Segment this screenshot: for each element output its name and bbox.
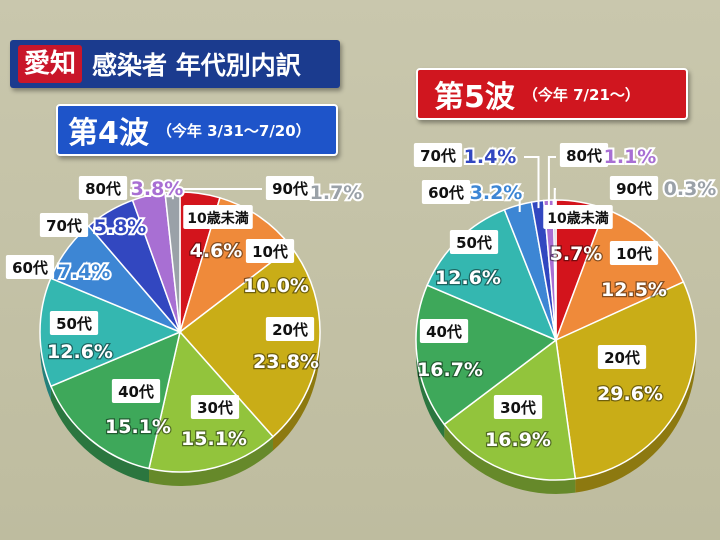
category-label: 60代 <box>12 259 48 277</box>
value-label: 16.9% <box>485 429 551 451</box>
category-label-box <box>493 395 543 419</box>
value-label: 0.3% <box>664 178 717 200</box>
value-label: 1.7% <box>310 182 363 204</box>
category-label: 50代 <box>56 315 92 333</box>
slice-side <box>40 332 51 401</box>
category-label-box <box>111 379 161 403</box>
value-label: 3.8% <box>131 178 184 200</box>
category-label: 90代 <box>272 180 308 198</box>
category-label: 40代 <box>118 383 154 401</box>
slice-side <box>575 340 696 493</box>
slice-side <box>272 332 320 451</box>
category-label: 10歳未満 <box>187 210 248 227</box>
leader-line <box>547 156 556 208</box>
category-label-box <box>609 176 659 200</box>
pie-chart-wave4: 10歳未満 4.6% 10代 10.0% 20代 23.8% 30代 15.1% 40代 15.1… <box>5 176 364 486</box>
category-label-box <box>421 180 471 204</box>
category-label-box <box>39 213 89 237</box>
value-label: 15.1% <box>181 428 247 450</box>
category-label: 10代 <box>252 243 288 261</box>
category-label: 50代 <box>456 234 492 252</box>
value-label: 5.7% <box>550 243 603 265</box>
category-label-box <box>559 143 609 167</box>
value-label: 10.0% <box>243 275 309 297</box>
value-label: 5.8% <box>94 216 147 238</box>
main-title: 感染者 年代別内訳 <box>92 51 301 80</box>
prefecture-badge: 愛知 <box>18 45 83 83</box>
category-label: 20代 <box>272 321 308 339</box>
leader-line <box>553 188 556 208</box>
category-label-box <box>419 319 469 343</box>
value-label: 12.6% <box>47 341 113 363</box>
slice-side <box>50 386 150 483</box>
wave5-title: 第5波 <box>434 80 515 115</box>
pie-slice-2 <box>178 245 321 438</box>
wave5-period: （今年 7/21〜） <box>522 85 640 104</box>
category-label: 10代 <box>616 245 652 263</box>
slice-side <box>149 436 273 486</box>
category-label: 80代 <box>566 147 602 165</box>
category-label-box <box>543 205 613 229</box>
value-label: 1.1% <box>604 146 657 168</box>
category-label-box <box>265 317 315 341</box>
category-label: 80代 <box>85 180 121 198</box>
category-label-box <box>5 255 55 279</box>
category-label-box <box>413 143 463 167</box>
category-label: 10歳未満 <box>547 210 608 227</box>
value-label: 4.6% <box>190 240 243 262</box>
category-label: 60代 <box>428 184 464 202</box>
leader-line <box>518 192 524 213</box>
category-label: 70代 <box>46 217 82 235</box>
category-label-box <box>49 311 99 335</box>
value-label: 29.6% <box>597 383 663 405</box>
category-label-box <box>190 395 240 419</box>
slice-side <box>444 424 576 494</box>
category-label-box <box>609 241 659 265</box>
category-label: 30代 <box>500 399 536 417</box>
value-label: 12.5% <box>601 279 667 301</box>
category-label-box <box>597 345 647 369</box>
category-label-box <box>245 239 295 263</box>
value-label: 12.6% <box>435 267 501 289</box>
category-label: 30代 <box>197 399 233 417</box>
category-label: 90代 <box>616 180 652 198</box>
leader-line <box>171 188 262 200</box>
value-label: 15.1% <box>105 416 171 438</box>
wave4-period: （今年 3/31〜7/20） <box>156 121 311 140</box>
leader-line <box>524 156 540 209</box>
category-label-box <box>78 176 128 200</box>
value-label: 16.7% <box>417 359 483 381</box>
pie-slice-5 <box>39 277 182 388</box>
category-label-box <box>183 205 253 229</box>
category-label: 40代 <box>426 323 462 341</box>
slice-side <box>416 340 445 439</box>
category-label: 20代 <box>604 349 640 367</box>
value-label: 7.4% <box>58 261 111 283</box>
main-title-bar: 愛知 感染者 年代別内訳 <box>10 40 340 88</box>
category-label-box <box>449 230 499 254</box>
pie-slice-2 <box>555 280 697 480</box>
value-label: 3.2% <box>470 182 523 204</box>
value-label: 1.4% <box>464 146 517 168</box>
wave4-title-bar: 第4波 （今年 3/31〜7/20） <box>56 104 338 156</box>
wave5-title-bar: 第5波 （今年 7/21〜） <box>416 68 688 120</box>
value-label: 23.8% <box>253 351 319 373</box>
pie-chart-wave5: 10歳未満 5.7% 10代 12.5% 20代 29.6% 30代 16.9% 40代 16.7… <box>413 143 718 494</box>
wave4-title: 第4波 <box>68 116 149 151</box>
category-label-box <box>265 176 315 200</box>
category-label: 70代 <box>420 147 456 165</box>
